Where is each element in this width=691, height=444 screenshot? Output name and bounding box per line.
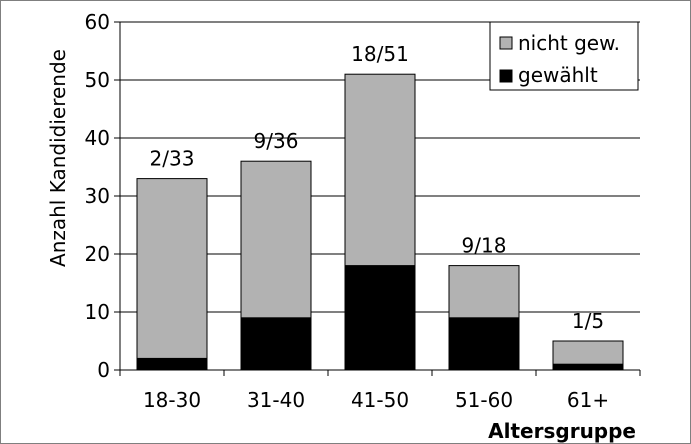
y-tick-label: 0 (97, 358, 110, 382)
y-tick-label: 30 (85, 184, 110, 208)
legend-box (489, 21, 639, 91)
bar-segment-nicht-gew (344, 73, 416, 267)
y-tick-label: 50 (85, 68, 110, 92)
bar-labels: 2/33 9/36 18/51 9/18 1/5 (150, 42, 605, 333)
bar-value-label: 9/36 (254, 129, 299, 153)
bar-segment-nicht-gew (240, 160, 312, 319)
x-tick-label: 51-60 (455, 388, 513, 412)
x-tick-label: 41-50 (351, 388, 409, 412)
y-tick-label: 10 (85, 300, 110, 324)
x-tick-label: 18-30 (143, 388, 201, 412)
y-tick-label: 40 (85, 126, 110, 150)
bar-segment-gewaehlt (136, 357, 208, 371)
legend: nicht gew. gewählt (489, 21, 639, 91)
bar-value-label: 9/18 (462, 234, 507, 258)
x-tick-label: 61+ (567, 388, 609, 412)
bar-value-label: 2/33 (150, 147, 195, 171)
bar-segment-gewaehlt (240, 317, 312, 371)
y-tick-label: 60 (85, 10, 110, 34)
bar-segment-gewaehlt (448, 317, 520, 371)
legend-label-nicht-gew: nicht gew. (518, 31, 620, 55)
bars (136, 73, 624, 371)
bar-segment-nicht-gew (136, 178, 208, 359)
y-tick-label: 20 (85, 242, 110, 266)
bar-segment-nicht-gew (448, 265, 520, 319)
y-axis-title: Anzahl Kandidierende (46, 49, 70, 267)
bar-segment-gewaehlt (344, 265, 416, 371)
axes: 0 10 20 30 40 50 60 18-30 31-40 41-50 51-60 61+ (85, 10, 641, 412)
bar-segment-gewaehlt (552, 363, 624, 371)
legend-swatch-gewaehlt (499, 69, 513, 83)
bar-value-label: 18/51 (351, 42, 409, 66)
legend-swatch-nicht-gew (499, 36, 513, 50)
legend-label-gewaehlt: gewählt (518, 63, 598, 87)
x-tick-label: 31-40 (247, 388, 305, 412)
x-axis-title: Altersgruppe (488, 419, 636, 443)
bar-segment-nicht-gew (552, 340, 624, 365)
bar-value-label: 1/5 (572, 309, 604, 333)
